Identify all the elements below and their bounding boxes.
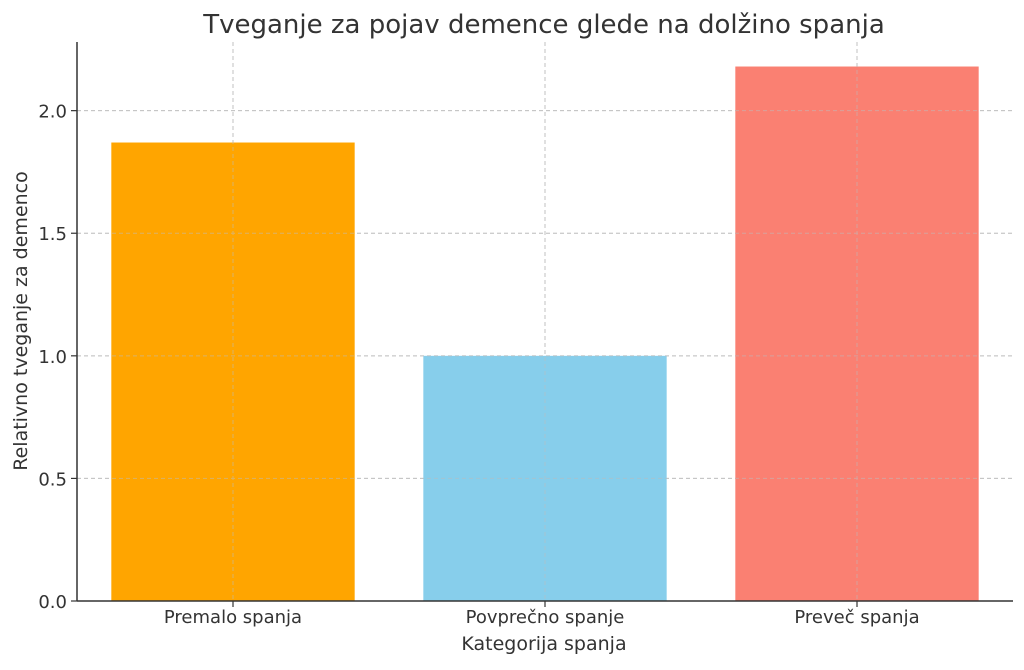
axes (71, 42, 1013, 607)
x-axis-label: Kategorija spanja (461, 633, 626, 655)
tick-labels: 0.0 0.5 1.0 1.5 2.0 Premalo spanja Povprečno s… (38, 102, 919, 628)
y-tick-label: 1.5 (38, 224, 67, 245)
y-tick-label: 0.0 (38, 592, 67, 613)
grid-overlay (77, 42, 1013, 601)
chart-title: Tveganje za pojav demence glede na dolži… (202, 10, 885, 40)
y-tick-label: 2.0 (38, 102, 67, 123)
y-tick-label: 1.0 (38, 347, 67, 368)
x-tick-label: Premalo spanja (164, 607, 302, 628)
x-tick-label: Povprečno spanje (466, 607, 625, 628)
y-axis-label: Relativno tveganje za demenco (10, 171, 32, 471)
x-tick-label: Preveč spanja (794, 607, 919, 628)
y-tick-label: 0.5 (38, 469, 67, 490)
